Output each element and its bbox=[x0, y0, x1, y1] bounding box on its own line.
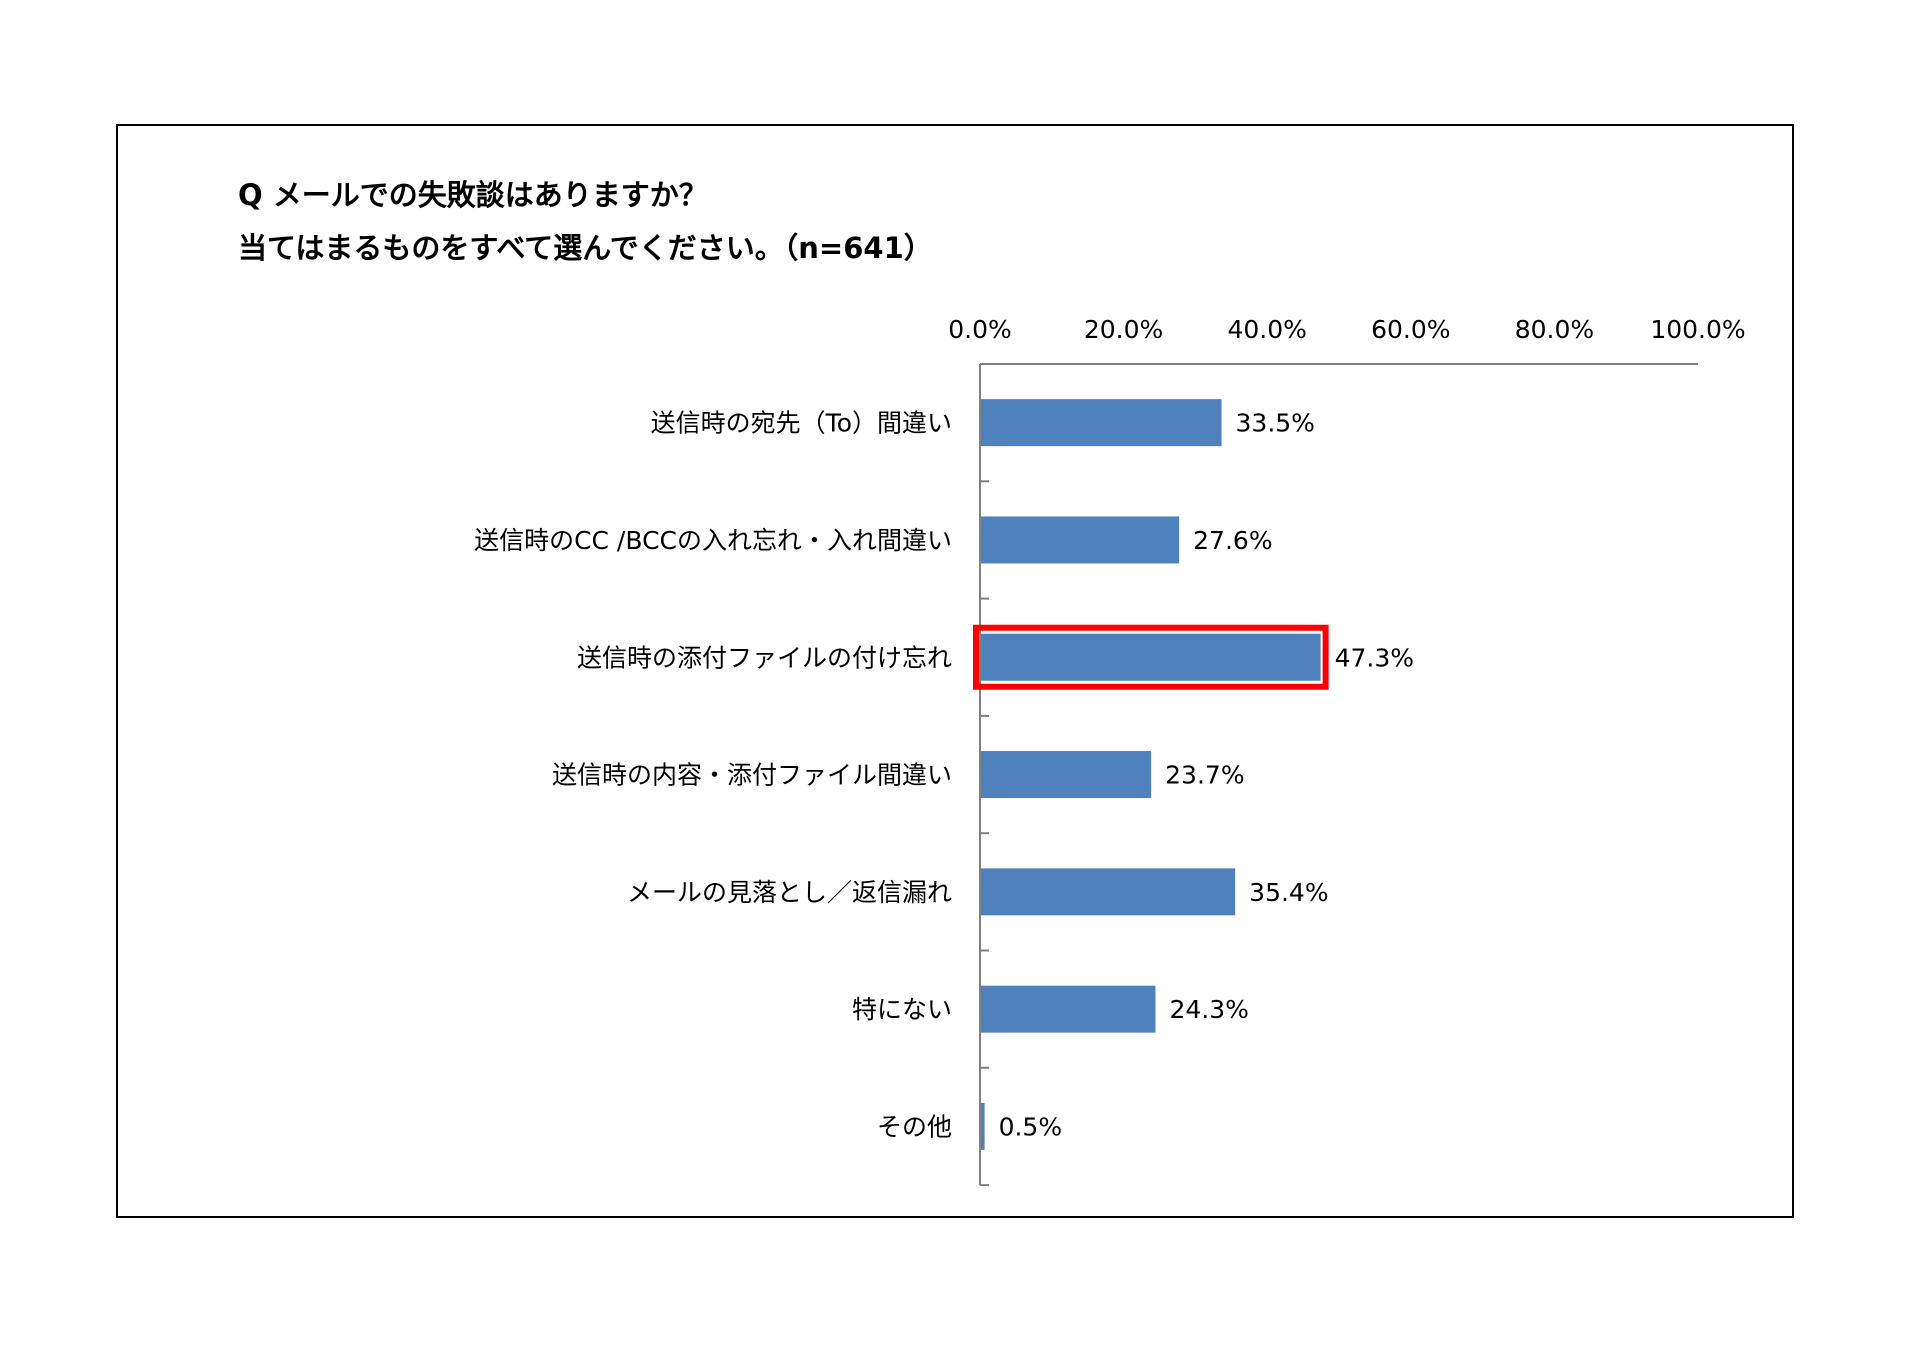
data-label: 35.4% bbox=[1249, 878, 1328, 907]
x-tick-label: 100.0% bbox=[1650, 315, 1745, 344]
data-label: 27.6% bbox=[1193, 526, 1272, 555]
category-label: 送信時の添付ファイルの付け忘れ bbox=[577, 643, 952, 672]
category-label: メールの見落とし／返信漏れ bbox=[627, 878, 952, 907]
chart-frame bbox=[116, 124, 1794, 1218]
data-label: 47.3% bbox=[1335, 643, 1414, 672]
x-tick-label: 0.0% bbox=[948, 315, 1012, 344]
axis-layer bbox=[979, 363, 1698, 1187]
category-label: 送信時のCC /BCCの入れ忘れ・入れ間違い bbox=[474, 526, 952, 555]
category-label: その他 bbox=[877, 1112, 952, 1141]
bar bbox=[981, 1102, 985, 1150]
bar bbox=[981, 751, 1152, 799]
bar bbox=[981, 985, 1156, 1033]
chart-title-line-1: Q メールでの失敗談はありますか？ bbox=[238, 178, 708, 212]
x-tick-label: 80.0% bbox=[1515, 315, 1594, 344]
label-layer: 0.0% 20.0% 40.0% 60.0% 80.0% 100.0% 送信時の宛先（To）… bbox=[474, 315, 1746, 1141]
category-label: 特にない bbox=[852, 995, 952, 1024]
category-label: 送信時の宛先（To）間違い bbox=[651, 409, 952, 438]
chart-title-line-2: 当てはまるものをすべて選んでください。（n=641） bbox=[238, 231, 933, 265]
bar bbox=[981, 516, 1180, 564]
bar bbox=[981, 399, 1222, 447]
x-tick-label: 40.0% bbox=[1227, 315, 1306, 344]
bar bbox=[981, 868, 1236, 916]
x-tick-label: 60.0% bbox=[1371, 315, 1450, 344]
data-label: 23.7% bbox=[1165, 761, 1244, 790]
category-label: 送信時の内容・添付ファイル間違い bbox=[552, 761, 952, 790]
data-label: 24.3% bbox=[1169, 995, 1248, 1024]
bar bbox=[981, 633, 1321, 681]
bar-layer bbox=[973, 399, 1329, 1150]
data-label: 33.5% bbox=[1236, 409, 1315, 438]
x-tick-label: 20.0% bbox=[1084, 315, 1163, 344]
highlight-box bbox=[973, 624, 1329, 690]
data-label: 0.5% bbox=[999, 1112, 1063, 1141]
